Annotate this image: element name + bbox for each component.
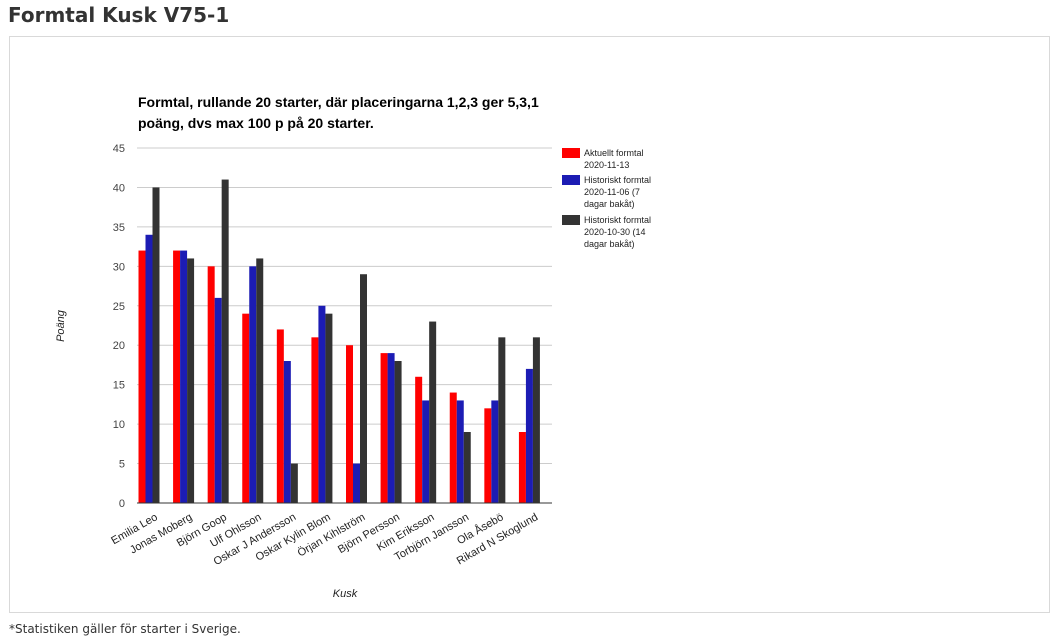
bar	[221, 179, 229, 504]
y-tick-label: 15	[113, 380, 125, 392]
y-tick-label: 40	[113, 182, 125, 194]
bar	[525, 368, 533, 503]
bar-chart: Formtal, rullande 20 starter, där placer…	[55, 94, 651, 600]
bar	[532, 337, 540, 503]
bar	[518, 432, 526, 503]
page-title: Formtal Kusk V75-1	[8, 3, 230, 27]
y-tick-label: 45	[113, 143, 125, 155]
bar	[214, 297, 222, 503]
bar	[484, 408, 492, 503]
bar	[138, 250, 146, 503]
bar	[353, 463, 360, 503]
bar	[283, 361, 291, 503]
bar	[256, 258, 264, 503]
y-tick-label: 10	[113, 419, 125, 431]
bar	[429, 321, 437, 503]
bar	[187, 258, 195, 503]
bar	[173, 250, 181, 503]
legend-swatch	[562, 175, 580, 185]
legend-swatch	[562, 148, 580, 158]
bar	[325, 313, 333, 503]
legend-label: dagar bakåt)	[584, 199, 635, 209]
y-tick-label: 25	[113, 301, 125, 313]
bar	[249, 266, 257, 503]
bar	[422, 400, 430, 503]
y-axis-title: Poäng	[55, 309, 67, 342]
legend-label: Historiskt formtal	[584, 215, 651, 225]
y-tick-label: 5	[119, 459, 125, 471]
bar	[387, 353, 395, 503]
bar	[207, 266, 215, 503]
bar	[415, 376, 423, 503]
bar	[491, 400, 499, 503]
bar	[449, 392, 457, 503]
y-tick-label: 0	[119, 498, 125, 510]
legend-label: dagar bakåt)	[584, 239, 635, 249]
chart-title: Formtal, rullande 20 starter, där placer…	[138, 94, 539, 110]
x-axis-title: Kusk	[333, 588, 358, 600]
bar	[380, 353, 388, 503]
y-tick-label: 35	[113, 222, 125, 234]
bar	[394, 361, 402, 503]
footnote: *Statistiken gäller för starter i Sverig…	[9, 622, 241, 636]
bar	[360, 274, 367, 503]
y-tick-label: 30	[113, 261, 125, 273]
bar	[242, 313, 250, 503]
chart-title: poäng, dvs max 100 p på 20 starter.	[138, 115, 374, 131]
bar	[276, 329, 284, 503]
legend-label: Historiskt formtal	[584, 175, 651, 185]
bar	[318, 305, 326, 503]
y-tick-label: 20	[113, 340, 125, 352]
legend-label: 2020-10-30 (14	[584, 227, 646, 237]
legend-label: 2020-11-06 (7	[584, 187, 640, 197]
bar	[180, 250, 188, 503]
bar	[290, 463, 298, 503]
legend-swatch	[562, 215, 580, 225]
legend-label: Aktuellt formtal	[584, 148, 644, 158]
bar	[152, 187, 160, 503]
chart-container: Formtal, rullande 20 starter, där placer…	[9, 36, 1050, 613]
legend-label: 2020-11-13	[584, 160, 629, 170]
bar	[311, 337, 319, 503]
bar	[463, 432, 471, 503]
bar	[498, 337, 506, 503]
bar	[456, 400, 464, 503]
bar	[346, 345, 353, 503]
bar	[145, 234, 153, 503]
